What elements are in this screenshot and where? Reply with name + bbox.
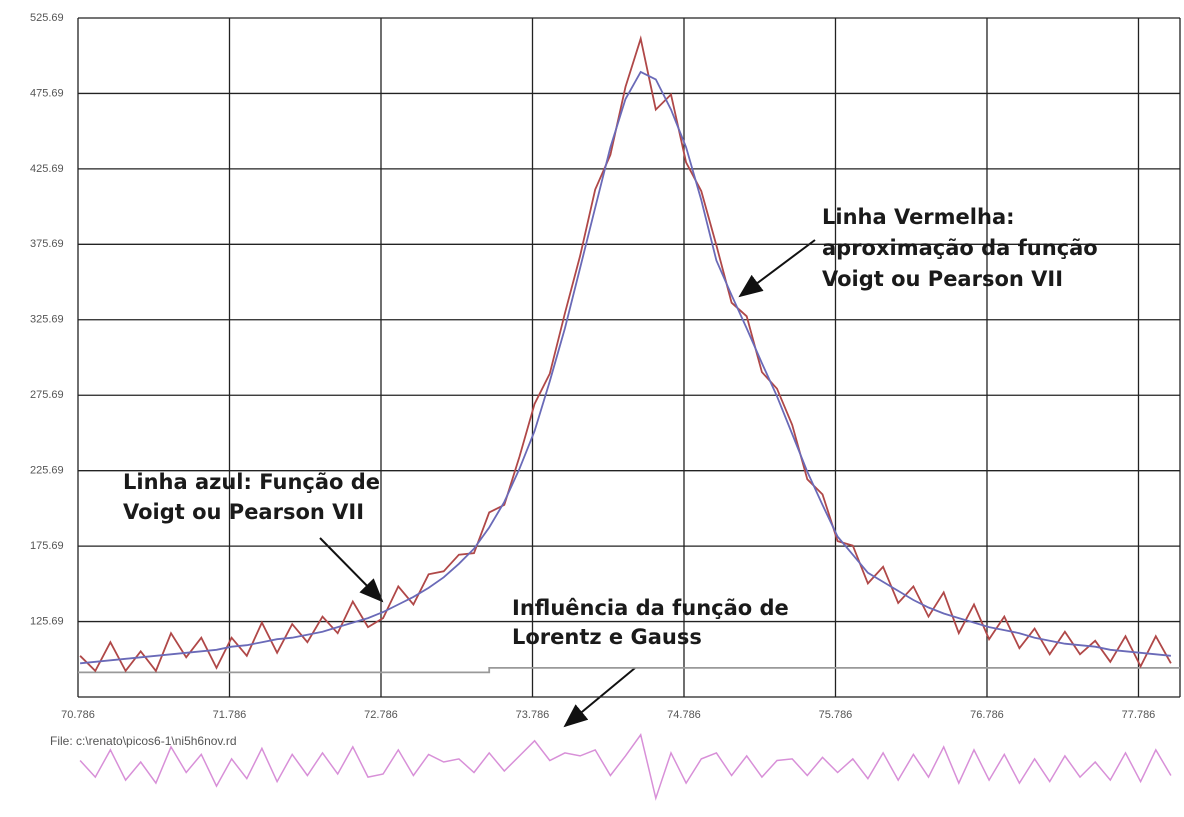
y-tick-label: 525.69 [30, 12, 64, 24]
y-tick-label: 325.69 [30, 314, 64, 326]
y-tick-label: 275.69 [30, 389, 64, 401]
file-label: File: c:\renato\picos6-1\ni5h6nov.rd [50, 734, 237, 748]
x-tick-label: 71.786 [213, 709, 247, 721]
annotation: Lorentz e Gauss [512, 625, 702, 649]
annotation: Influência da função de [512, 596, 789, 620]
y-tick-label: 175.69 [30, 540, 64, 552]
x-tick-label: 72.786 [364, 709, 398, 721]
x-tick-label: 70.786 [61, 709, 95, 721]
x-tick-label: 77.786 [1122, 709, 1156, 721]
x-tick-label: 73.786 [516, 709, 550, 721]
y-tick-label: 125.69 [30, 615, 64, 627]
annotation: Linha azul: Função de [123, 470, 380, 494]
arrow [738, 239, 816, 298]
data-line [78, 667, 1180, 674]
data-line [80, 70, 1171, 665]
annotation: Voigt ou Pearson VII [822, 267, 1063, 291]
data-line [79, 733, 1172, 801]
y-tick-label: 475.69 [30, 87, 64, 99]
y-tick-label: 225.69 [30, 465, 64, 477]
annotation: aproximação da função [822, 236, 1098, 260]
x-tick-label: 74.786 [667, 709, 701, 721]
y-tick-label: 425.69 [30, 163, 64, 175]
data-line [79, 35, 1172, 673]
x-tick-label: 75.786 [819, 709, 853, 721]
arrow [319, 537, 384, 603]
x-tick-label: 76.786 [970, 709, 1004, 721]
y-tick-label: 375.69 [30, 238, 64, 250]
annotation: Linha Vermelha: [822, 205, 1015, 229]
annotation: Voigt ou Pearson VII [123, 500, 364, 524]
